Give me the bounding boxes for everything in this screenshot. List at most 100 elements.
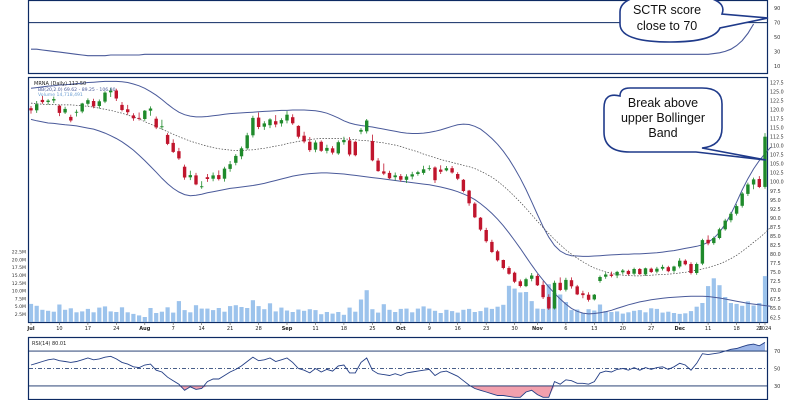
volume-bar: [34, 305, 39, 322]
volume-bar: [569, 310, 574, 322]
candle-body: [723, 220, 727, 230]
x-tick-label: 25: [369, 326, 375, 332]
candle-body: [626, 270, 631, 275]
candle-body: [325, 147, 329, 151]
volume-bar: [222, 311, 227, 322]
volume-bar: [512, 288, 517, 322]
volume-bar: [233, 305, 238, 322]
price-tick-label: 127.5: [770, 80, 784, 86]
volume-bar: [643, 312, 648, 322]
volume-bar: [478, 311, 483, 322]
candle-body: [467, 190, 471, 204]
candle-body: [410, 174, 414, 177]
x-tick-label: Sep: [282, 326, 293, 332]
candle-body: [450, 168, 454, 173]
volume-bar: [381, 304, 386, 322]
volume-bar: [290, 312, 295, 322]
price-tick-label: 80.0: [770, 252, 781, 258]
volume-bar: [148, 308, 153, 322]
volume-bar: [603, 311, 608, 322]
x-tick-label: 14: [199, 326, 205, 332]
candle-body: [547, 296, 551, 309]
candle-body: [160, 126, 164, 128]
candle-body: [433, 167, 437, 181]
candle-body: [495, 251, 500, 261]
volume-bar: [307, 309, 312, 322]
x-tick-label: 21: [227, 326, 233, 332]
candle-body: [35, 104, 39, 111]
rsi-tick-label: 50: [774, 367, 780, 373]
volume-bar: [472, 312, 477, 322]
candle-body: [91, 101, 96, 107]
volume-bar: [728, 303, 733, 322]
bb-callout: Break above upper Bollinger Band: [603, 87, 767, 161]
volume-bar: [404, 308, 409, 322]
candle-body: [302, 135, 306, 142]
candle-body: [524, 279, 528, 287]
volume-bar: [398, 308, 403, 322]
volume-bar: [313, 310, 318, 322]
price-tick-label: 117.5: [770, 116, 784, 122]
candle-body: [518, 281, 522, 286]
candle-body: [604, 274, 608, 277]
volume-tick-label: 20.0M: [12, 257, 26, 263]
rsi-oversold-fill: [31, 385, 765, 398]
x-tick-label: 6: [564, 326, 567, 332]
volume-bar: [484, 307, 489, 322]
sctr-callout-text-1: SCTR score: [633, 3, 701, 17]
candle-body: [228, 164, 232, 169]
volume-bar: [28, 303, 34, 322]
volume-bar: [421, 306, 426, 322]
volume-bar: [387, 309, 392, 322]
price-tick-label: 85.0: [770, 234, 781, 240]
rsi-tick-label: 70: [774, 349, 780, 355]
candle-body: [530, 275, 534, 279]
volume-bar: [267, 303, 273, 322]
candle-body: [109, 90, 113, 93]
candle-body: [416, 172, 420, 174]
volume-bar: [506, 285, 512, 322]
volume-bar: [68, 308, 73, 322]
volume-bar: [256, 306, 261, 322]
volume-bar: [688, 311, 694, 322]
candle-body: [182, 166, 187, 178]
volume-bar: [740, 305, 745, 322]
candle-body: [717, 229, 722, 238]
x-tick-label: 11: [705, 326, 711, 332]
volume-bar: [660, 312, 665, 322]
price-tick-label: 122.5: [770, 98, 784, 104]
volume-bar: [444, 309, 449, 322]
x-tick-label: Dec: [674, 326, 685, 332]
volume-bar: [262, 309, 267, 322]
volume-bar: [438, 313, 443, 322]
volume-bar: [131, 313, 136, 322]
volume-bar: [501, 304, 506, 322]
volume-bar: [762, 276, 768, 322]
price-tick-label: 72.5: [770, 279, 781, 285]
volume-bar: [188, 312, 193, 322]
candle-body: [501, 260, 505, 268]
candle-body: [638, 269, 642, 275]
candle-body: [268, 119, 272, 126]
volume-bar: [393, 312, 398, 322]
candle-body: [683, 260, 687, 265]
candle-body: [52, 99, 56, 101]
x-tick-label: 2024: [759, 326, 772, 332]
candle-body: [581, 293, 585, 296]
volume-bar: [205, 308, 210, 322]
candle-body: [734, 206, 739, 214]
volume-bar: [51, 311, 56, 322]
volume-bar: [615, 311, 620, 322]
candle-body: [296, 125, 301, 137]
candle-body: [274, 121, 278, 125]
volume-bar: [353, 311, 358, 322]
volume-bar: [364, 290, 369, 322]
volume-bar: [723, 297, 728, 322]
price-tick-label: 115.0: [770, 126, 784, 132]
x-tick-label: 18: [341, 326, 347, 332]
volume-bar: [97, 307, 102, 322]
candle-body: [57, 105, 62, 113]
candle-body: [137, 117, 141, 119]
x-tick-label: 27: [648, 326, 654, 332]
price-tick-label: 75.0: [770, 270, 781, 276]
